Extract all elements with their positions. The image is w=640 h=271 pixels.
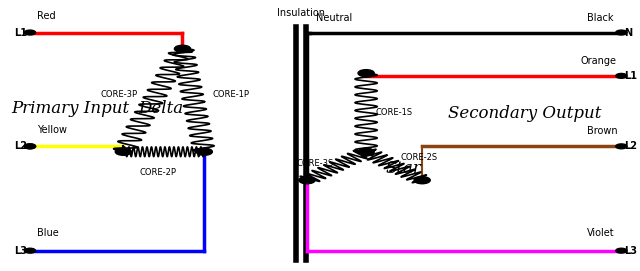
Text: Black: Black bbox=[587, 13, 614, 22]
Text: CORE-2S: CORE-2S bbox=[401, 153, 438, 162]
Circle shape bbox=[616, 73, 627, 78]
Circle shape bbox=[196, 148, 212, 155]
Text: Red: Red bbox=[38, 11, 56, 21]
Circle shape bbox=[115, 148, 131, 155]
Circle shape bbox=[24, 248, 36, 253]
Circle shape bbox=[616, 30, 627, 35]
Circle shape bbox=[24, 144, 36, 149]
Text: Yellow: Yellow bbox=[38, 125, 67, 135]
Text: Orange: Orange bbox=[581, 56, 617, 66]
Text: L2: L2 bbox=[625, 141, 637, 151]
Text: Insulation: Insulation bbox=[276, 8, 324, 18]
Circle shape bbox=[358, 148, 374, 155]
Text: Delta: Delta bbox=[138, 100, 183, 117]
Circle shape bbox=[616, 248, 627, 253]
Circle shape bbox=[175, 45, 191, 52]
Text: Primary Input: Primary Input bbox=[12, 100, 129, 117]
Text: CORE-1S: CORE-1S bbox=[376, 108, 413, 117]
Circle shape bbox=[24, 30, 36, 35]
Text: CORE-1P: CORE-1P bbox=[212, 90, 249, 99]
Text: Star: Star bbox=[385, 160, 421, 176]
Text: N: N bbox=[625, 28, 632, 37]
Circle shape bbox=[299, 177, 315, 184]
Circle shape bbox=[616, 144, 627, 149]
Text: L3: L3 bbox=[625, 246, 637, 256]
Text: L1: L1 bbox=[625, 71, 637, 81]
Text: Neutral: Neutral bbox=[316, 13, 353, 22]
Text: Blue: Blue bbox=[38, 228, 60, 238]
Text: L3: L3 bbox=[14, 246, 27, 256]
Text: L1: L1 bbox=[14, 28, 27, 37]
Circle shape bbox=[414, 177, 430, 184]
Text: L2: L2 bbox=[14, 141, 27, 151]
Circle shape bbox=[24, 144, 36, 149]
Circle shape bbox=[358, 70, 374, 77]
Text: CORE-3S: CORE-3S bbox=[296, 159, 333, 168]
Text: Secondary Output: Secondary Output bbox=[448, 105, 602, 122]
Text: CORE-2P: CORE-2P bbox=[139, 167, 176, 177]
Text: Violet: Violet bbox=[587, 228, 615, 238]
Text: CORE-3P: CORE-3P bbox=[100, 90, 137, 99]
Text: Brown: Brown bbox=[587, 127, 618, 136]
